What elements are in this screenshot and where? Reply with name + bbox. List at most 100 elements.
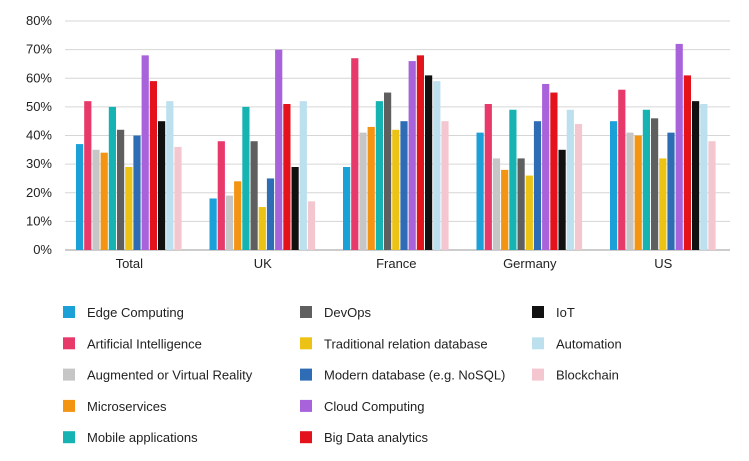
legend-item-traditional-relation-database: Traditional relation database xyxy=(300,336,488,351)
bar-germany-blockchain xyxy=(574,124,583,250)
bar-us-automation xyxy=(700,104,708,250)
bar-us-iot xyxy=(692,101,700,251)
legend-swatch xyxy=(532,306,544,318)
bar-uk-edge-computing xyxy=(209,198,217,250)
bar-total-modern-database-e-g-nosql xyxy=(133,135,141,250)
legend-label: Augmented or Virtual Reality xyxy=(87,368,253,383)
x-category-label: UK xyxy=(254,256,272,271)
legend-item-mobile-applications: Mobile applications xyxy=(63,430,198,445)
legend-item-microservices: Microservices xyxy=(63,399,167,414)
bar-total-mobile-applications xyxy=(108,106,116,250)
bar-total-automation xyxy=(166,101,174,251)
bar-us-devops xyxy=(651,118,659,250)
y-tick-label: 40% xyxy=(26,128,52,143)
legend-item-modern-database-e-g-nosql: Modern database (e.g. NoSQL) xyxy=(300,368,505,383)
y-tick-label: 0% xyxy=(33,242,52,257)
legend-swatch xyxy=(532,337,544,350)
bar-france-modern-database-e-g-nosql xyxy=(400,121,408,250)
bar-us-mobile-applications xyxy=(642,109,650,250)
bar-uk-mobile-applications xyxy=(242,106,250,250)
legend-label: Modern database (e.g. NoSQL) xyxy=(324,368,505,383)
x-category-label: France xyxy=(376,256,416,271)
bar-france-automation xyxy=(433,81,441,250)
bar-france-cloud-computing xyxy=(408,61,416,251)
bar-germany-mobile-applications xyxy=(509,109,517,250)
bar-france-artificial-intelligence xyxy=(351,58,359,251)
x-category-label: Total xyxy=(116,256,144,271)
legend-item-augmented-or-virtual-reality: Augmented or Virtual Reality xyxy=(63,368,253,383)
legend-label: DevOps xyxy=(324,305,371,320)
bar-uk-modern-database-e-g-nosql xyxy=(266,178,275,250)
y-tick-label: 60% xyxy=(26,70,52,85)
legend-swatch xyxy=(300,368,312,381)
bar-france-blockchain xyxy=(441,121,449,250)
bar-total-big-data-analytics xyxy=(149,81,157,250)
legend-label: IoT xyxy=(556,305,575,320)
bar-france-microservices xyxy=(367,126,375,250)
bar-france-augmented-or-virtual-reality xyxy=(359,132,367,250)
bar-uk-iot xyxy=(291,166,299,250)
bar-group-france xyxy=(343,55,449,251)
legend-item-devops: DevOps xyxy=(300,305,371,320)
bar-france-mobile-applications xyxy=(375,101,383,251)
legend-label: Big Data analytics xyxy=(324,430,429,445)
bar-germany-automation xyxy=(566,109,574,250)
y-tick-label: 10% xyxy=(26,213,52,228)
bar-uk-traditional-relation-database xyxy=(258,207,266,250)
bar-france-edge-computing xyxy=(343,166,351,250)
legend-label: Edge Computing xyxy=(87,305,184,320)
bar-total-traditional-relation-database xyxy=(125,166,133,250)
x-category-label: US xyxy=(654,256,672,271)
bar-us-edge-computing xyxy=(610,121,618,250)
y-tick-label: 30% xyxy=(26,156,52,171)
legend-label: Microservices xyxy=(87,399,167,414)
bar-germany-microservices xyxy=(501,169,509,250)
y-tick-label: 50% xyxy=(26,99,52,114)
legend-swatch xyxy=(532,368,544,381)
bar-france-big-data-analytics xyxy=(416,55,424,250)
bar-total-microservices xyxy=(100,152,108,250)
bar-uk-big-data-analytics xyxy=(283,104,291,250)
bar-total-blockchain xyxy=(174,146,182,250)
bar-total-cloud-computing xyxy=(141,55,149,250)
bar-germany-augmented-or-virtual-reality xyxy=(492,158,501,250)
legend-label: Artificial Intelligence xyxy=(87,336,202,351)
bar-france-devops xyxy=(384,92,392,250)
legend-item-blockchain: Blockchain xyxy=(532,368,619,383)
bar-us-cloud-computing xyxy=(675,43,683,251)
bar-germany-modern-database-e-g-nosql xyxy=(533,121,542,250)
bar-germany-big-data-analytics xyxy=(550,92,558,250)
bar-germany-cloud-computing xyxy=(542,83,550,250)
bar-us-traditional-relation-database xyxy=(659,158,667,250)
legend-item-automation: Automation xyxy=(532,336,622,351)
bar-total-artificial-intelligence xyxy=(84,101,92,251)
bar-uk-microservices xyxy=(234,181,242,250)
legend-swatch xyxy=(63,306,75,318)
legend-swatch xyxy=(63,399,75,412)
legend-item-artificial-intelligence: Artificial Intelligence xyxy=(63,336,202,351)
legend-swatch xyxy=(300,337,312,350)
bar-total-iot xyxy=(158,121,166,250)
bar-total-devops xyxy=(117,129,125,250)
y-axis-ticks: 0% 10% 20% 30% 40% 50% 60% 70% 80% xyxy=(26,13,52,257)
bar-germany-edge-computing xyxy=(476,132,484,250)
legend-swatch xyxy=(300,431,312,444)
bar-france-traditional-relation-database xyxy=(392,129,400,250)
legend: Edge Computing Artificial Intelligence Aug… xyxy=(63,305,622,445)
legend-label: Mobile applications xyxy=(87,430,198,445)
bar-us-artificial-intelligence xyxy=(618,89,626,250)
bar-germany-iot xyxy=(558,149,566,250)
legend-item-iot: IoT xyxy=(532,305,575,320)
bar-total-augmented-or-virtual-reality xyxy=(92,149,100,250)
bar-germany-artificial-intelligence xyxy=(484,104,492,250)
bar-group-total xyxy=(76,55,182,251)
legend-swatch xyxy=(300,306,312,318)
legend-item-edge-computing: Edge Computing xyxy=(63,305,184,320)
bar-group-us xyxy=(610,43,716,251)
bar-us-modern-database-e-g-nosql xyxy=(667,132,675,250)
legend-swatch xyxy=(300,399,312,412)
bar-france-iot xyxy=(425,75,433,250)
legend-label: Blockchain xyxy=(556,368,619,383)
bar-group-germany xyxy=(476,83,583,250)
